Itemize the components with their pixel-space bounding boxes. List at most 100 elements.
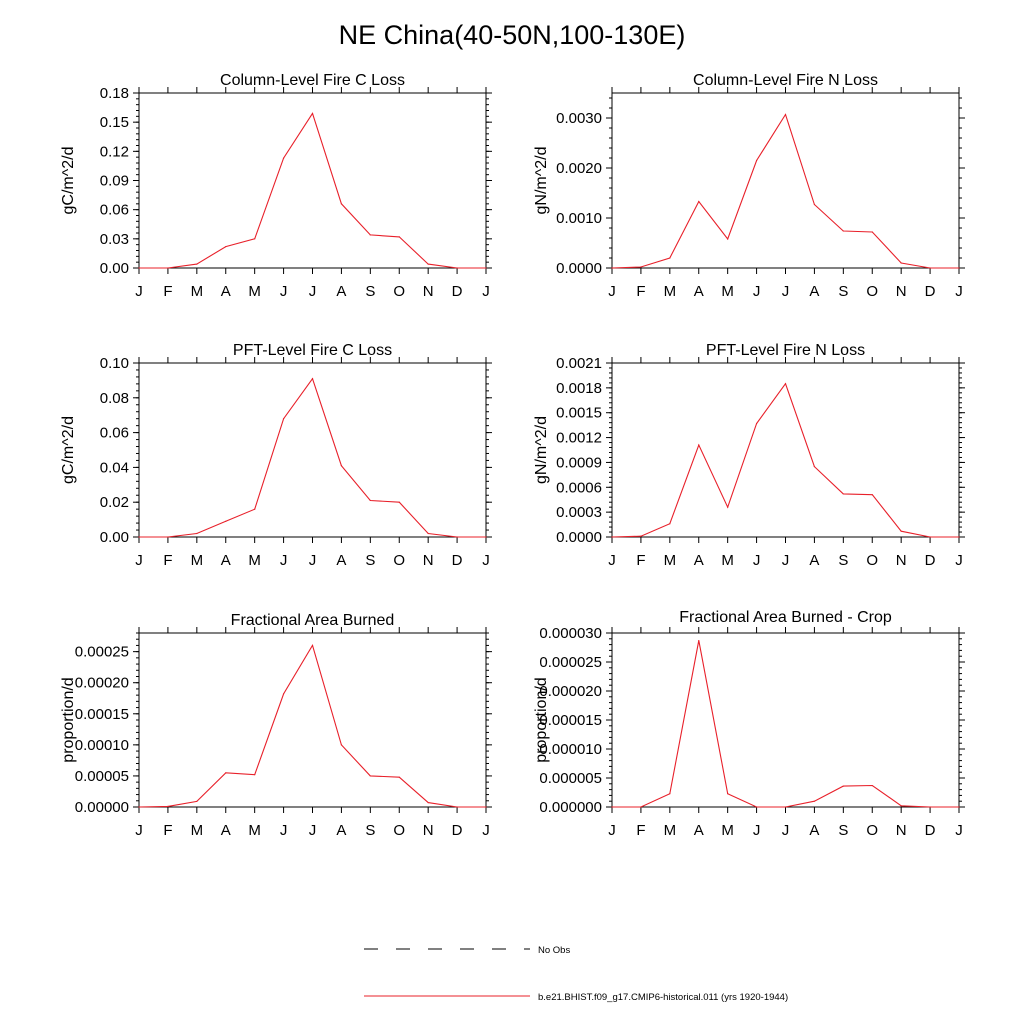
x-tick-label: J [482, 822, 490, 839]
x-tick-label: A [694, 552, 704, 569]
data-point [698, 639, 700, 642]
y-tick-label: 0.00010 [75, 737, 129, 754]
data-point [485, 806, 487, 808]
x-tick-label: J [309, 822, 317, 839]
x-tick-label: S [838, 822, 848, 839]
data-point [784, 383, 787, 385]
y-tick-label: 0.00000 [75, 799, 129, 816]
x-tick-label: M [664, 283, 677, 300]
data-point [369, 775, 371, 777]
data-point [900, 805, 902, 807]
data-point [427, 802, 429, 804]
y-tick-label: 0.0003 [556, 504, 602, 521]
data-point [282, 693, 285, 695]
data-point [929, 267, 931, 269]
data-point [813, 465, 816, 468]
x-tick-label: J [280, 283, 288, 300]
x-tick-label: O [866, 822, 878, 839]
y-tick-label: 0.000005 [539, 770, 602, 787]
x-tick-label: J [955, 822, 963, 839]
y-tick-label: 0.000010 [539, 741, 602, 758]
chart-panel: Fractional Area Burned proportion/d 0.0000… [60, 612, 492, 839]
data-point [871, 494, 873, 496]
x-tick-label: A [336, 283, 346, 300]
y-tick-label: 0.0000 [556, 260, 602, 277]
chart-panel: PFT-Level Fire N Loss gN/m^2/d 0.0000 0.000… [533, 342, 965, 569]
y-tick-label: 0.00 [100, 529, 129, 546]
x-tick-label: J [608, 283, 616, 300]
plot-frame [138, 92, 487, 269]
x-tick-label: A [694, 283, 704, 300]
data-point [900, 530, 902, 532]
data-point [958, 806, 960, 808]
data-point [842, 785, 844, 787]
x-tick-label: J [309, 552, 317, 569]
data-point [311, 112, 314, 115]
x-tick-label: J [955, 283, 963, 300]
x-tick-label: J [280, 552, 288, 569]
data-point [340, 744, 343, 746]
data-point [254, 508, 256, 510]
y-tick-label: 0.00020 [75, 675, 129, 692]
x-tick-label: F [163, 822, 172, 839]
x-tick-label: J [782, 822, 790, 839]
y-tick-label: 0.0030 [556, 110, 602, 127]
x-tick-label: S [365, 283, 375, 300]
x-tick-label: A [221, 283, 231, 300]
data-point [727, 793, 729, 795]
data-point [225, 520, 227, 522]
x-tick-label: M [248, 552, 261, 569]
x-tick-label: M [721, 822, 734, 839]
x-tick-label: O [393, 552, 405, 569]
x-tick-label: J [135, 822, 143, 839]
data-point [138, 806, 140, 808]
plot-frame [138, 362, 487, 538]
x-tick-label: D [925, 822, 936, 839]
x-tick-label: F [636, 552, 645, 569]
data-point [871, 231, 873, 233]
data-point [311, 644, 314, 647]
data-point [167, 536, 169, 538]
legend: No Obs b.e21.BHIST.f09_g17.CMIP6-historic… [364, 945, 788, 1003]
x-tick-label: J [753, 822, 761, 839]
x-tick-label: D [925, 552, 936, 569]
x-tick-label: F [163, 552, 172, 569]
x-tick-label: A [221, 822, 231, 839]
y-tick-label: 0.03 [100, 231, 129, 248]
chart-title: Column-Level Fire C Loss [220, 72, 405, 89]
chart-title: Fractional Area Burned [231, 612, 395, 629]
chart-panel: Column-Level Fire C Loss gC/m^2/d 0.00 0.03… [60, 72, 492, 300]
data-point [813, 203, 816, 206]
x-tick-label: N [423, 822, 434, 839]
series-line [139, 112, 486, 269]
data-point [340, 465, 343, 467]
y-tick-label: 0.0018 [556, 380, 602, 397]
x-tick-label: O [866, 552, 878, 569]
data-point [225, 772, 227, 774]
data-point [611, 806, 613, 808]
y-tick-label: 0.0006 [556, 479, 602, 496]
data-point [138, 536, 140, 538]
x-tick-label: M [664, 822, 677, 839]
y-tick-label: 0.15 [100, 114, 129, 131]
chart-title: PFT-Level Fire N Loss [706, 342, 865, 359]
data-point [871, 784, 873, 787]
y-tick-label: 0.000015 [539, 712, 602, 729]
y-tick-label: 0.10 [100, 355, 129, 372]
y-tick-label: 0.00015 [75, 706, 129, 723]
series-line [139, 377, 486, 538]
x-tick-label: O [866, 283, 878, 300]
y-tick-label: 0.08 [100, 390, 129, 407]
x-tick-label: J [309, 283, 317, 300]
data-point [398, 776, 400, 778]
y-tick-label: 0.0020 [556, 160, 602, 177]
data-point [167, 805, 169, 807]
x-tick-label: A [809, 283, 819, 300]
y-axis-label: gC/m^2/d [60, 416, 77, 484]
x-tick-label: O [393, 822, 405, 839]
x-tick-label: F [636, 822, 645, 839]
data-point [340, 203, 343, 205]
y-tick-label: 0.000000 [539, 799, 602, 816]
y-tick-label: 0.00005 [75, 768, 129, 785]
